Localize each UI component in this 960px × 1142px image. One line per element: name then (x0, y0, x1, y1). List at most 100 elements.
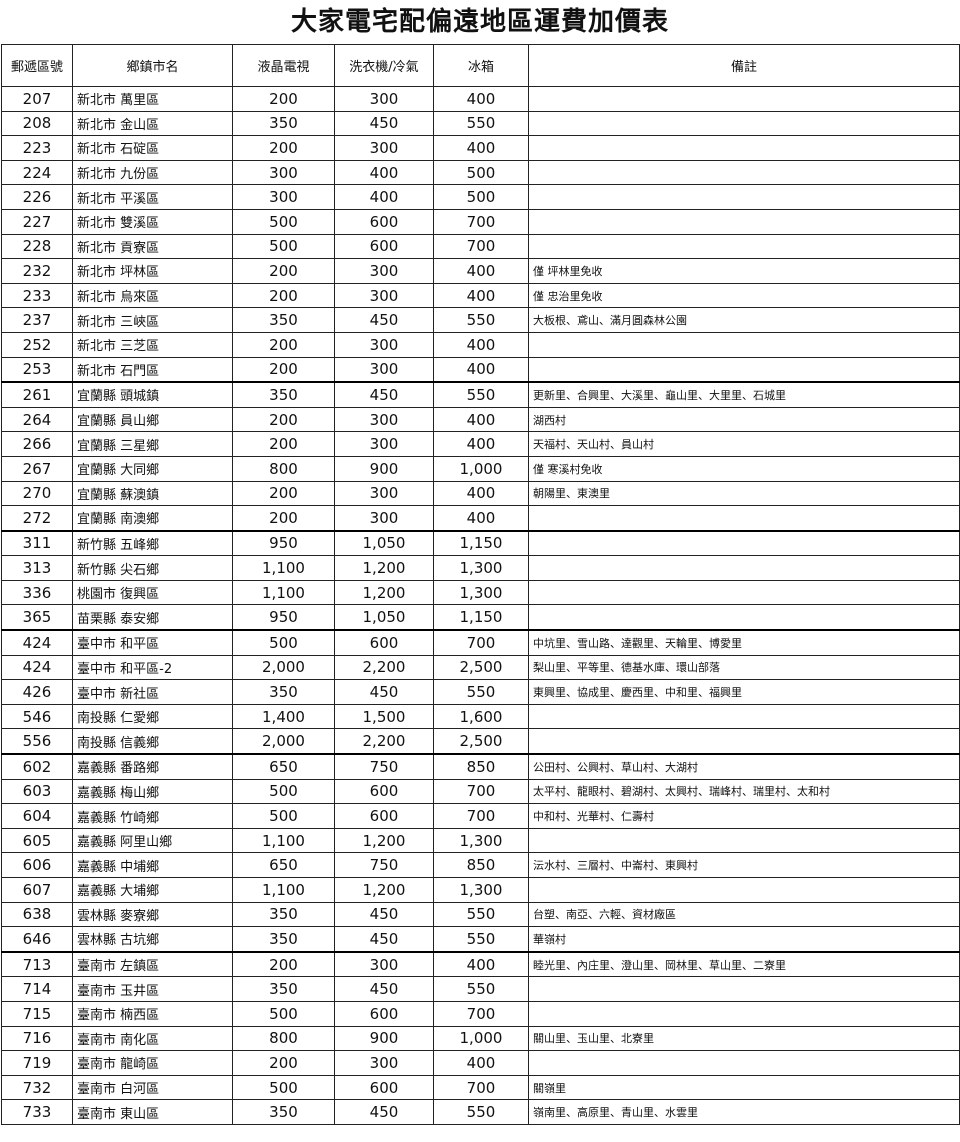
fridge-fee-cell: 700 (433, 208, 529, 235)
header-remarks: 備註 (528, 44, 960, 87)
fridge-fee-cell: 1,300 (433, 579, 529, 606)
zip-cell: 424 (1, 654, 73, 681)
table-row: 719 臺南市 龍崎區 200 300 400 (1, 1050, 960, 1076)
remarks-cell (528, 579, 960, 606)
fridge-fee-cell: 700 (433, 1000, 529, 1027)
zip-cell: 228 (1, 233, 73, 260)
tv-fee-cell: 200 (232, 1050, 335, 1076)
zip-cell: 223 (1, 135, 73, 161)
table-row: 733 臺南市 東山區 350 450 550 嶺南里、高原里、青山里、水雲里 (1, 1099, 960, 1125)
fridge-fee-cell: 400 (433, 480, 529, 507)
table-row: 264 宜蘭縣 員山鄉 200 300 400 湖西村 (1, 406, 960, 433)
washer-ac-fee-cell: 1,050 (334, 604, 434, 631)
zip-cell: 252 (1, 331, 73, 358)
remarks-cell (528, 208, 960, 235)
remarks-cell (528, 529, 960, 557)
town-cell: 嘉義縣 梅山鄉 (72, 778, 233, 805)
fridge-fee-cell: 1,300 (433, 555, 529, 581)
remarks-cell (528, 1050, 960, 1076)
table-row: 605 嘉義縣 阿里山鄉 1,100 1,200 1,300 (1, 827, 960, 854)
remarks-cell: 梨山里、平等里、德基水庫、環山部落 (528, 654, 960, 681)
washer-ac-fee-cell: 300 (334, 480, 434, 507)
tv-fee-cell: 200 (232, 480, 335, 507)
tv-fee-cell: 300 (232, 159, 335, 186)
table-row: 607 嘉義縣 大埔鄉 1,100 1,200 1,300 (1, 877, 960, 903)
tv-fee-cell: 200 (232, 258, 335, 284)
remarks-cell (528, 827, 960, 854)
zip-cell: 233 (1, 282, 73, 309)
fridge-fee-cell: 400 (433, 406, 529, 433)
zip-cell: 264 (1, 406, 73, 433)
remarks-cell: 關山里、玉山里、北寮里 (528, 1025, 960, 1052)
washer-ac-fee-cell: 450 (334, 110, 434, 137)
tv-fee-cell: 350 (232, 901, 335, 928)
zip-cell: 226 (1, 184, 73, 210)
washer-ac-fee-cell: 400 (334, 159, 434, 186)
table-row: 232 新北市 坪林區 200 300 400 僅 坪林里免收 (1, 258, 960, 284)
fridge-fee-cell: 850 (433, 852, 529, 878)
washer-ac-fee-cell: 1,200 (334, 827, 434, 854)
fridge-fee-cell: 550 (433, 381, 529, 408)
town-cell: 臺南市 玉井區 (72, 976, 233, 1002)
zip-cell: 253 (1, 356, 73, 383)
remarks-cell (528, 135, 960, 161)
town-cell: 臺南市 楠西區 (72, 1000, 233, 1027)
zip-cell: 733 (1, 1099, 73, 1125)
fridge-fee-cell: 500 (433, 184, 529, 210)
table-row: 313 新竹縣 尖石鄉 1,100 1,200 1,300 (1, 555, 960, 581)
table-row: 228 新北市 貢寮區 500 600 700 (1, 233, 960, 260)
town-cell: 嘉義縣 番路鄉 (72, 753, 233, 780)
table-row: 227 新北市 雙溪區 500 600 700 (1, 208, 960, 235)
tv-fee-cell: 350 (232, 381, 335, 408)
town-cell: 雲林縣 古坑鄉 (72, 926, 233, 953)
fridge-fee-cell: 400 (433, 86, 529, 112)
header-tv: 液晶電視 (232, 44, 335, 87)
remarks-cell: 中和村、光華村、仁壽村 (528, 803, 960, 829)
tv-fee-cell: 200 (232, 135, 335, 161)
remarks-cell (528, 356, 960, 383)
town-cell: 南投縣 信義鄉 (72, 728, 233, 755)
zip-cell: 715 (1, 1000, 73, 1027)
zip-cell: 232 (1, 258, 73, 284)
surcharge-table: 郵遞區號 鄉鎮市名 液晶電視 洗衣機/冷氣 冰箱 備註 207 新北市 萬里區 20… (1, 44, 960, 1125)
washer-ac-fee-cell: 300 (334, 86, 434, 112)
tv-fee-cell: 350 (232, 1099, 335, 1125)
zip-cell: 311 (1, 529, 73, 557)
table-row: 424 臺中市 和平區 500 600 700 中坑里、雪山路、達觀里、天輪里、博愛里 (1, 629, 960, 656)
remarks-cell: 僅 寒溪村免收 (528, 455, 960, 482)
remarks-cell (528, 728, 960, 755)
washer-ac-fee-cell: 300 (334, 135, 434, 161)
fridge-fee-cell: 400 (433, 258, 529, 284)
town-cell: 新北市 三峽區 (72, 307, 233, 333)
remarks-cell (528, 604, 960, 631)
table-row: 716 臺南市 南化區 800 900 1,000 關山里、玉山里、北寮里 (1, 1025, 960, 1052)
zip-cell: 713 (1, 950, 73, 978)
tv-fee-cell: 200 (232, 282, 335, 309)
tv-fee-cell: 950 (232, 529, 335, 557)
tv-fee-cell: 1,400 (232, 703, 335, 730)
washer-ac-fee-cell: 450 (334, 1099, 434, 1125)
fridge-fee-cell: 2,500 (433, 728, 529, 755)
town-cell: 宜蘭縣 三星鄉 (72, 431, 233, 457)
fridge-fee-cell: 400 (433, 950, 529, 978)
zip-cell: 604 (1, 803, 73, 829)
fridge-fee-cell: 700 (433, 1074, 529, 1101)
zip-cell: 605 (1, 827, 73, 854)
washer-ac-fee-cell: 600 (334, 233, 434, 260)
zip-cell: 272 (1, 505, 73, 532)
washer-ac-fee-cell: 2,200 (334, 728, 434, 755)
table-body: 207 新北市 萬里區 200 300 400 208 新北市 金山區 350 450 550 22… (1, 86, 960, 1125)
remarks-cell (528, 1000, 960, 1027)
zip-cell: 556 (1, 728, 73, 755)
tv-fee-cell: 200 (232, 356, 335, 383)
remarks-cell (528, 184, 960, 210)
zip-cell: 261 (1, 381, 73, 408)
zip-cell: 646 (1, 926, 73, 953)
tv-fee-cell: 800 (232, 455, 335, 482)
zip-cell: 714 (1, 976, 73, 1002)
remarks-cell (528, 86, 960, 112)
town-cell: 南投縣 仁愛鄉 (72, 703, 233, 730)
washer-ac-fee-cell: 300 (334, 258, 434, 284)
town-cell: 嘉義縣 竹崎鄉 (72, 803, 233, 829)
fridge-fee-cell: 550 (433, 307, 529, 333)
